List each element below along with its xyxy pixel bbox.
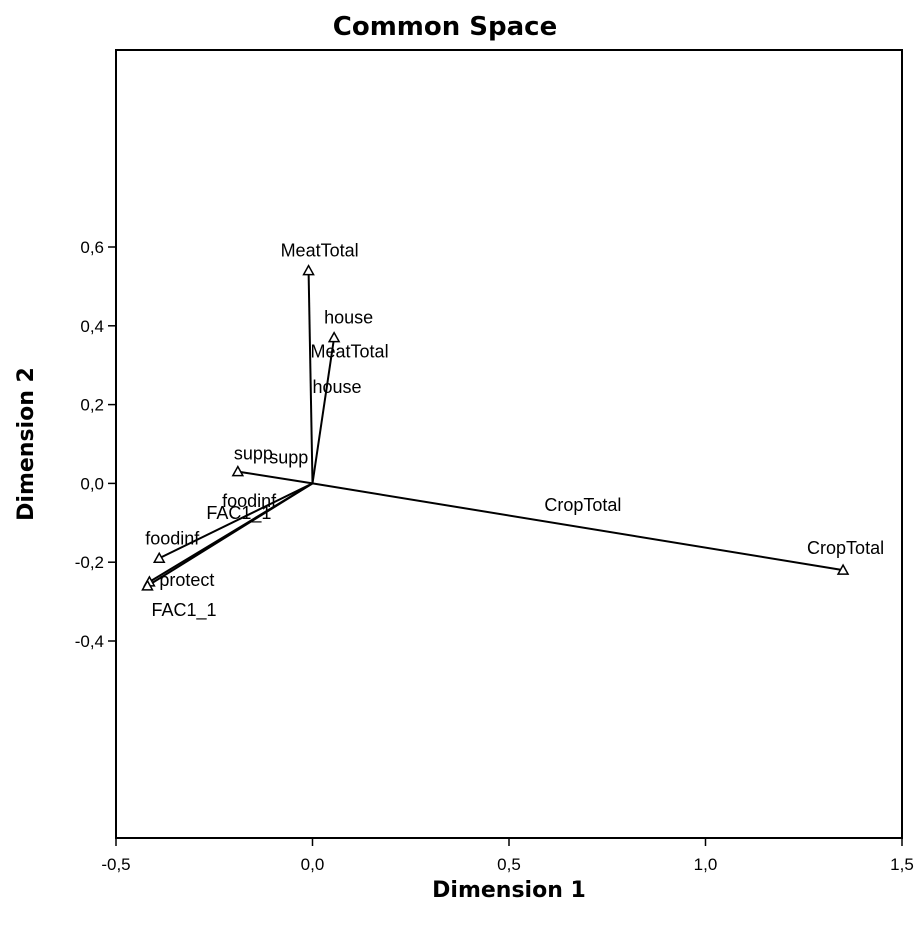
chart-title: Common Space — [333, 12, 557, 42]
x-tick-label: 1,0 — [694, 855, 718, 874]
point-labels: MeatTotal house supp foodinf protect FAC1_1 Cr… — [145, 241, 884, 621]
vector-line — [158, 482, 313, 560]
point-marker — [302, 264, 315, 276]
vector-line — [311, 337, 336, 484]
y-tick-label: -0,4 — [75, 632, 104, 651]
vector-label: supp — [269, 448, 308, 468]
point-marker — [141, 579, 154, 591]
y-tick-label: -0,2 — [75, 553, 104, 572]
point-marker — [152, 551, 166, 564]
vector-line — [146, 482, 314, 587]
x-tick-label: 0,0 — [301, 855, 325, 874]
x-tick-label: 1,5 — [890, 855, 914, 874]
point-label: protect — [159, 570, 214, 590]
vector-lines — [146, 270, 844, 587]
vector-line — [307, 270, 314, 484]
y-tick-label: 0,0 — [80, 474, 104, 493]
point-marker — [231, 465, 245, 477]
x-axis-label: Dimension 1 — [432, 878, 586, 903]
vector-label: house — [313, 377, 362, 397]
point-label: house — [324, 308, 373, 328]
vector-label: foodinf — [222, 491, 277, 511]
x-axis-ticks: -0,5 0,0 0,5 1,0 1,5 — [101, 838, 914, 874]
point-marker — [836, 563, 850, 575]
x-tick-label: -0,5 — [101, 855, 130, 874]
vector-label: MeatTotal — [311, 341, 389, 361]
y-tick-label: 0,4 — [80, 317, 104, 336]
y-tick-label: 0,6 — [80, 238, 104, 257]
x-tick-label: 0,5 — [497, 855, 521, 874]
point-label: FAC1_1 — [151, 600, 216, 621]
point-marker — [327, 331, 341, 343]
y-axis-ticks: -0,4 -0,2 0,0 0,2 0,4 0,6 — [75, 238, 116, 651]
point-label: foodinf — [145, 528, 200, 548]
y-axis-label: Dimension 2 — [14, 367, 39, 521]
vector-line — [312, 482, 844, 572]
point-markers — [141, 264, 850, 591]
point-label: MeatTotal — [281, 241, 359, 261]
y-tick-label: 0,2 — [80, 396, 104, 415]
vector-line — [237, 470, 313, 485]
point-label: CropTotal — [807, 538, 884, 558]
vector-label: CropTotal — [544, 495, 621, 515]
vector-label: FAC1_1 — [206, 503, 271, 524]
point-label: supp — [234, 444, 273, 464]
